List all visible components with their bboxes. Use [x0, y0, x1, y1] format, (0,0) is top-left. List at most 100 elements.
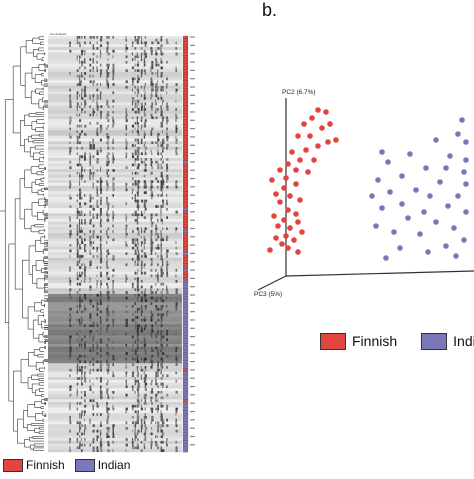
pca-point-finnish — [307, 133, 313, 139]
pca-point-indian — [425, 249, 431, 255]
pca-point-indian — [427, 193, 433, 199]
pca-point-indian — [379, 149, 385, 155]
pca-point-finnish — [281, 185, 287, 191]
pca-point-finnish — [293, 167, 299, 173]
pca-point-indian — [455, 131, 461, 137]
pca-point-finnish — [295, 249, 301, 255]
pca-point-finnish — [283, 175, 289, 181]
pca-point-indian — [433, 219, 439, 225]
pca-point-indian — [387, 189, 393, 195]
pca-point-indian — [375, 177, 381, 183]
pca-point-indian — [413, 187, 419, 193]
pca-point-finnish — [283, 233, 289, 239]
pca-point-finnish — [297, 157, 303, 163]
pca-point-indian — [417, 231, 423, 237]
pca-point-finnish — [299, 229, 305, 235]
pca-point-indian — [391, 229, 397, 235]
rlegend-label-indian: Indi — [453, 333, 474, 349]
pca-point-indian — [407, 151, 413, 157]
pca-point-finnish — [323, 109, 329, 115]
legend-swatch-finnish — [3, 458, 23, 472]
pca-point-finnish — [305, 169, 311, 175]
pca-point-indian — [385, 159, 391, 165]
pca-point-finnish — [287, 193, 293, 199]
pca-point-finnish — [275, 223, 281, 229]
pca-point-indian — [455, 193, 461, 199]
pca-point-finnish — [281, 217, 287, 223]
pca-point-indian — [443, 243, 449, 249]
pc3-axis — [257, 275, 287, 291]
dendrogram-and-gel: Gel Analysis — [0, 32, 195, 453]
pca-panel: PC2 (6.7%) PC3 (5%) — [240, 80, 474, 310]
pca-point-finnish — [293, 211, 299, 217]
pca-points — [267, 107, 469, 261]
pca-point-indian — [373, 223, 379, 229]
pca-point-indian — [369, 193, 375, 199]
pca-point-indian — [379, 205, 385, 211]
pca-point-finnish — [267, 247, 273, 253]
legend-label-indian: Indian — [97, 458, 131, 472]
pca-point-finnish — [303, 147, 309, 153]
pca-point-finnish — [279, 241, 285, 247]
pca-point-finnish — [291, 237, 297, 243]
pca-point-finnish — [293, 181, 299, 187]
group-color-bar — [182, 35, 189, 453]
pca-point-indian — [447, 153, 453, 159]
pca-point-indian — [443, 165, 449, 171]
pca-point-indian — [397, 245, 403, 251]
pca-point-indian — [383, 255, 389, 261]
pc2-label: PC2 (6.7%) — [282, 89, 316, 96]
legend-swatch-indian — [74, 458, 95, 472]
pca-point-finnish — [285, 207, 291, 213]
panel-b-label: b. — [262, 0, 278, 20]
pca-point-indian — [463, 139, 469, 145]
pca-point-indian — [459, 117, 465, 123]
gel-lanes — [48, 36, 182, 453]
pca-point-finnish — [311, 157, 317, 163]
pca-point-indian — [453, 253, 459, 259]
pca-point-indian — [433, 137, 439, 143]
rlegend-label-finnish: Finnish — [352, 333, 398, 349]
pca-plot: PC2 (6.7%) PC3 (5%) — [254, 89, 474, 298]
pca-point-indian — [399, 173, 405, 179]
pca-point-finnish — [297, 197, 303, 203]
pca-point-finnish — [295, 219, 301, 225]
dendrogram — [0, 36, 58, 451]
pca-point-finnish — [315, 107, 321, 113]
pca-point-finnish — [269, 177, 275, 183]
gel-header: Gel Analysis — [50, 32, 67, 36]
pca-point-finnish — [273, 235, 279, 241]
rlegend-swatch-indian — [421, 332, 448, 350]
pca-point-finnish — [309, 115, 315, 121]
pca-point-finnish — [287, 225, 293, 231]
pca-point-finnish — [273, 191, 279, 197]
pca-point-finnish — [277, 199, 283, 205]
pca-point-indian — [445, 203, 451, 209]
left-panel: Gel Analysis — [0, 0, 200, 474]
pca-point-finnish — [271, 213, 277, 219]
pca-point-indian — [421, 209, 427, 215]
pca-point-finnish — [295, 133, 301, 139]
pca-point-indian — [463, 209, 469, 215]
pca-point-indian — [399, 201, 405, 207]
pca-point-finnish — [315, 143, 321, 149]
pca-point-indian — [463, 181, 469, 187]
pca-point-finnish — [277, 167, 283, 173]
pca-point-indian — [437, 179, 443, 185]
pca-point-finnish — [285, 161, 291, 167]
pca-point-indian — [463, 157, 469, 163]
right-legend: Finnish Indi — [320, 332, 474, 350]
legend-label-finnish: Finnish — [26, 458, 65, 472]
sample-ticks — [190, 36, 195, 446]
pca-point-finnish — [333, 137, 339, 143]
pca-point-finnish — [285, 245, 291, 251]
pca-point-finnish — [319, 125, 325, 131]
pca-point-finnish — [301, 121, 307, 127]
left-legend: Finnish Indian — [3, 458, 130, 472]
pca-point-indian — [461, 169, 467, 175]
pca-point-indian — [461, 237, 467, 243]
pca-point-indian — [451, 225, 457, 231]
pca-point-finnish — [289, 149, 295, 155]
pca-point-indian — [405, 215, 411, 221]
pc3-label: PC3 (5%) — [254, 291, 282, 298]
